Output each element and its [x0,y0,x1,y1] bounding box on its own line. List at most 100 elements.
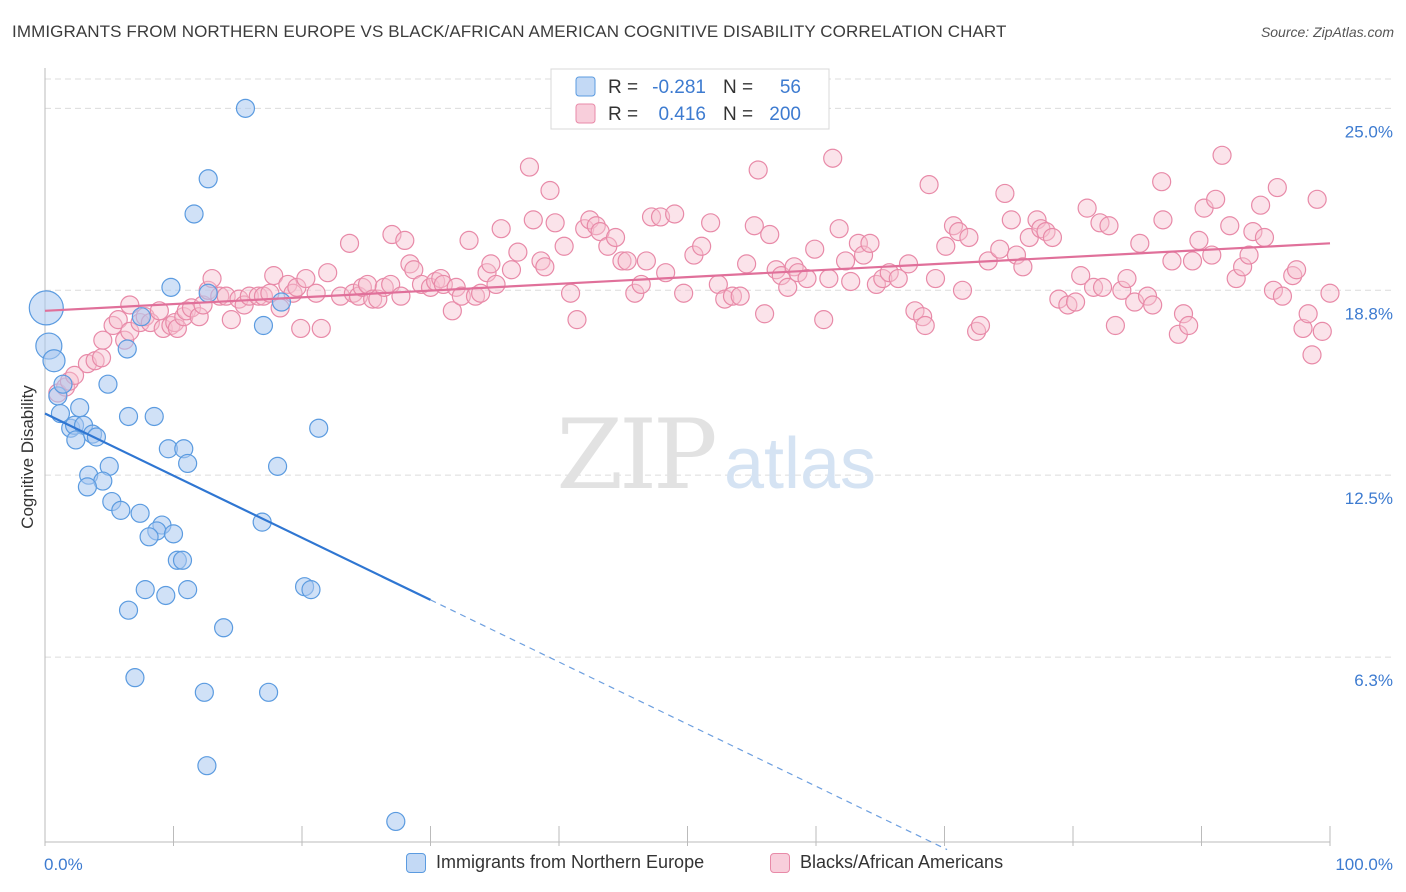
data-point-northern-europe [66,430,86,450]
data-point-black-african-american [1189,230,1209,251]
data-point-black-african-american [701,213,721,233]
data-point-black-african-american [848,233,869,253]
data-point-black-african-american [744,216,764,236]
data-point-black-african-american [841,271,861,292]
data-point-black-african-american [1013,257,1033,277]
data-point-black-african-american [391,286,411,306]
legend-swatch-blue [575,76,596,97]
data-point-black-african-american [970,315,991,336]
data-point-northern-europe [184,204,204,224]
data-point-black-african-american [952,280,973,300]
data-point-black-african-american [575,219,595,239]
legend-r-value-pink: 0.416 [658,104,706,125]
data-point-northern-europe [258,682,279,702]
data-point-black-african-american [1137,286,1158,306]
data-point-black-african-american [1058,295,1078,315]
data-point-northern-europe [163,524,184,544]
data-point-black-african-american [829,219,849,239]
series-immigrants-northern-europe [28,98,406,832]
data-point-black-african-american [1212,145,1232,165]
legend-label-northern-europe: Immigrants from Northern Europe [436,852,705,872]
data-point-northern-europe [144,406,164,427]
data-point-black-african-american [519,157,540,177]
y-axis-label: Cognitive Disability [18,385,37,529]
data-point-black-african-american [1226,268,1246,289]
data-point-black-african-american [692,236,712,256]
data-point-black-african-american [1302,345,1322,365]
data-point-black-african-american [481,254,501,274]
data-point-black-african-american [1272,286,1293,306]
chart-title: IMMIGRANTS FROM NORTHERN EUROPE VS BLACK… [12,22,1007,41]
legend-r-label-pink: R = [608,104,638,125]
data-point-black-african-american [291,318,311,339]
trend-lines [44,242,1331,851]
data-point-black-african-american [446,277,466,297]
data-point-black-african-american [1099,216,1119,236]
data-point-black-african-american [486,274,506,295]
watermark-zip: ZIP [556,399,715,511]
data-point-black-african-american [925,268,946,289]
data-point-black-african-american [898,254,919,274]
data-point-northern-europe [118,600,139,620]
data-point-northern-europe [178,580,198,600]
data-point-black-african-american [1092,277,1113,297]
data-point-black-african-american [665,204,685,224]
data-point-black-african-american [722,286,743,306]
legend-swatch-pink [575,103,596,124]
data-point-black-african-american [949,222,969,242]
data-point-black-african-american [501,260,522,280]
data-point-black-african-american [760,224,780,245]
legend-swatch-black-african-american [770,852,790,873]
data-point-northern-europe [139,527,159,547]
data-point-black-african-american [650,207,671,227]
data-point-northern-europe [161,277,181,297]
data-point-northern-europe [53,374,73,394]
data-point-northern-europe [214,618,234,638]
data-point-black-african-american [1312,321,1332,341]
data-point-black-african-american [1112,280,1132,300]
data-point-black-african-american [715,289,735,309]
data-point-northern-europe [42,349,66,373]
data-point-black-african-american [442,301,462,321]
data-point-black-african-american [339,233,360,253]
data-point-black-african-american [797,268,817,289]
data-point-black-african-american [567,310,587,330]
data-point-black-african-american [617,251,637,271]
data-point-black-african-american [959,227,979,248]
data-point-black-african-american [1206,189,1226,209]
data-point-northern-europe [77,477,98,497]
data-point-black-african-american [1254,227,1275,248]
data-point-black-african-american [636,251,656,271]
data-point-black-african-american [860,233,880,253]
axes [44,68,1331,846]
data-point-black-african-american [919,175,939,195]
data-point-black-african-american [77,354,98,374]
data-point-black-african-american [805,239,825,259]
data-point-northern-europe [172,550,193,570]
data-point-black-african-american [491,219,511,239]
data-point-northern-europe [131,307,151,327]
x-tick-label: 100.0% [1335,855,1393,874]
series-blacks-african-americans [48,145,1340,403]
legend-n-label-pink: N = [723,104,753,125]
data-point-black-african-american [395,230,415,251]
data-point-black-african-american [1220,216,1240,236]
watermark: ZIP atlas [556,399,876,511]
data-point-black-african-american [545,213,565,233]
data-point-black-african-american [1077,198,1097,218]
legend-item-northern-europe: Immigrants from Northern Europe [406,852,704,873]
data-point-black-african-american [108,310,128,330]
data-point-black-african-american [1243,222,1263,242]
data-point-black-african-american [540,180,560,201]
data-point-northern-europe [198,169,218,189]
data-point-black-african-american [1173,304,1194,324]
data-point-black-african-american [523,210,543,230]
data-point-black-african-american [451,286,471,306]
data-point-black-african-american [189,307,209,327]
data-point-northern-europe [28,290,64,326]
data-point-northern-europe [309,418,329,438]
data-point-northern-europe [198,283,218,303]
data-point-northern-europe [70,398,90,418]
data-point-black-african-american [778,277,798,297]
data-point-black-african-american [888,268,908,289]
